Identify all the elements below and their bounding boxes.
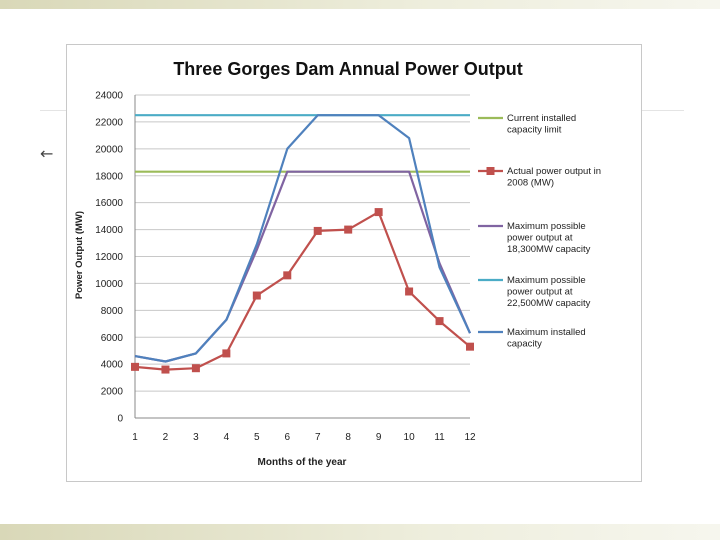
data-point-marker	[466, 342, 474, 351]
x-tick-label: 5	[254, 432, 260, 443]
series-line	[134, 211, 471, 371]
chart-title: Three Gorges Dam Annual Power Output	[173, 59, 522, 79]
legend-label: Actual power output in	[507, 166, 601, 177]
x-tick-label: 10	[404, 432, 416, 443]
data-point-marker	[435, 317, 444, 326]
x-tick-label: 6	[284, 432, 290, 443]
legend-label: Maximum possible	[507, 275, 586, 286]
bottom-decorative-band	[0, 524, 720, 540]
y-axis-label: Power Output (MW)	[74, 211, 85, 299]
data-point-marker	[161, 365, 170, 374]
x-axis-label: Months of the year	[258, 457, 347, 468]
x-tick-label: 3	[193, 432, 199, 443]
legend-label: capacity limit	[507, 125, 562, 136]
y-tick-label: 24000	[95, 91, 123, 102]
x-tick-label: 4	[224, 432, 230, 443]
x-tick-label: 2	[163, 432, 169, 443]
legend-label: Maximum installed	[507, 327, 586, 338]
y-tick-label: 6000	[101, 333, 124, 344]
y-tick-label: 12000	[95, 252, 123, 263]
legend-label: capacity	[507, 339, 542, 350]
y-tick-label: 16000	[95, 198, 123, 209]
y-tick-label: 4000	[101, 360, 124, 371]
y-tick-label: 18000	[95, 171, 123, 182]
top-decorative-band	[0, 0, 720, 9]
y-tick-label: 0	[117, 414, 123, 425]
x-tick-label: 9	[376, 432, 382, 443]
left-arrow-icon[interactable]: ←	[40, 144, 54, 163]
legend-label: power output at	[507, 233, 573, 244]
legend-label: Maximum possible	[507, 221, 586, 232]
data-point-marker	[131, 362, 139, 371]
data-point-marker	[405, 287, 414, 296]
legend-label: 18,300MW capacity	[507, 244, 591, 255]
y-tick-label: 22000	[95, 117, 123, 128]
y-tick-label: 8000	[101, 306, 124, 317]
data-point-marker	[313, 226, 322, 235]
series-line	[134, 114, 471, 363]
data-point-marker	[252, 291, 261, 300]
series-line	[134, 170, 472, 363]
data-point-marker	[222, 349, 231, 358]
y-tick-label: 14000	[95, 225, 123, 236]
x-tick-label: 11	[434, 432, 445, 443]
chart-frame	[66, 44, 642, 482]
data-point-marker	[283, 271, 292, 280]
data-point-marker	[374, 208, 383, 217]
legend-marker	[486, 167, 495, 175]
x-tick-label: 8	[345, 432, 351, 443]
legend-label: Current installed	[507, 113, 576, 124]
x-tick-label: 12	[464, 432, 476, 443]
y-tick-label: 10000	[95, 279, 123, 290]
data-point-marker	[344, 225, 353, 234]
x-tick-label: 1	[132, 432, 138, 443]
y-tick-label: 20000	[95, 144, 123, 155]
legend-label: power output at	[507, 287, 573, 298]
data-point-marker	[191, 364, 200, 373]
x-tick-label: 7	[315, 432, 321, 443]
y-tick-label: 2000	[101, 387, 124, 398]
legend-label: 22,500MW capacity	[507, 298, 591, 309]
legend-label: 2008 (MW)	[507, 178, 554, 189]
